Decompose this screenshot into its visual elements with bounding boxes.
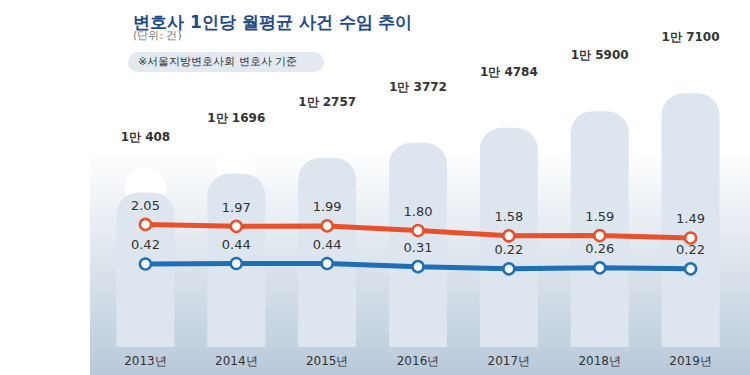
svg-text:1만 1696: 1만 1696: [207, 111, 265, 125]
svg-text:0.42: 0.42: [131, 237, 160, 252]
svg-text:1만 5900: 1만 5900: [571, 48, 629, 62]
svg-text:1만 2757: 1만 2757: [298, 95, 356, 109]
svg-text:1만 7100: 1만 7100: [662, 30, 720, 44]
svg-text:1.80: 1.80: [404, 204, 433, 219]
svg-text:※서울지방변호사회 변호사 기준: ※서울지방변호사회 변호사 기준: [138, 55, 297, 68]
svg-text:1.99: 1.99: [313, 199, 342, 214]
svg-text:2014년: 2014년: [215, 354, 258, 368]
svg-text:1.49: 1.49: [676, 211, 705, 226]
svg-text:(단위: 건): (단위: 건): [133, 29, 182, 42]
svg-text:2016년: 2016년: [397, 354, 440, 368]
svg-text:2015년: 2015년: [306, 354, 349, 368]
svg-text:0.26: 0.26: [585, 241, 614, 256]
svg-text:2.05: 2.05: [131, 198, 160, 213]
svg-text:0.22: 0.22: [494, 242, 523, 257]
svg-text:0.22: 0.22: [676, 242, 705, 257]
svg-text:2013년: 2013년: [124, 354, 167, 368]
svg-text:0.44: 0.44: [313, 237, 342, 252]
svg-text:1.97: 1.97: [222, 200, 251, 215]
svg-text:2018년: 2018년: [578, 354, 621, 368]
svg-text:1만 3772: 1만 3772: [389, 80, 447, 94]
svg-text:2017년: 2017년: [488, 354, 531, 368]
svg-text:1.58: 1.58: [494, 209, 523, 224]
svg-text:1만 4784: 1만 4784: [480, 65, 538, 79]
svg-text:2019년: 2019년: [669, 354, 712, 368]
svg-text:변호사 1인당 월평균 사건 수임 추이: 변호사 1인당 월평균 사건 수임 추이: [133, 11, 413, 32]
svg-text:0.44: 0.44: [222, 237, 251, 252]
svg-text:0.31: 0.31: [404, 240, 433, 255]
svg-text:1만 408: 1만 408: [121, 130, 171, 144]
svg-text:1.59: 1.59: [585, 209, 614, 224]
